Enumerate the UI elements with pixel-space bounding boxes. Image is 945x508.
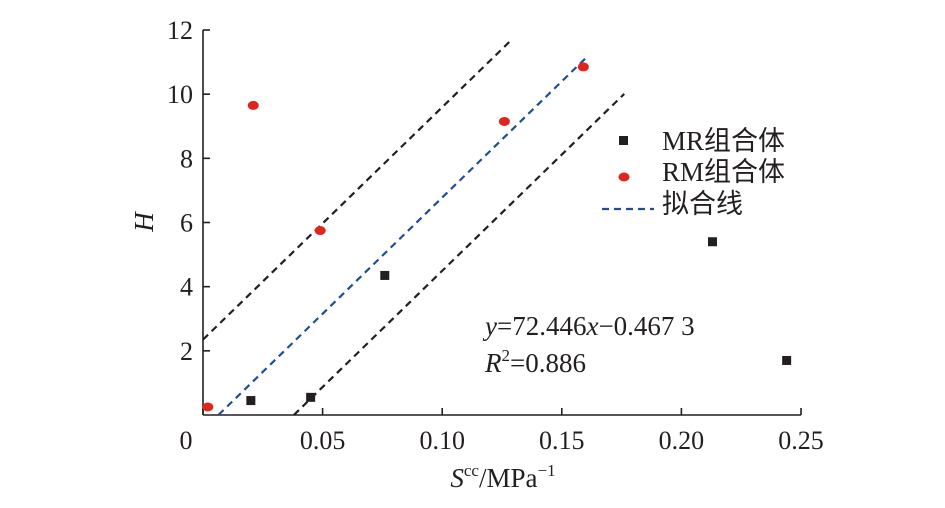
y-tick-label: 6 xyxy=(180,209,193,238)
legend-marker-rm xyxy=(618,172,630,182)
x-tick-label: 0.25 xyxy=(778,426,824,455)
mr-data-point xyxy=(380,270,390,280)
y-tick-label: 4 xyxy=(180,273,193,302)
lower-bound-line xyxy=(293,93,625,416)
x-axis-title-unit-sup: −1 xyxy=(538,461,556,480)
data-points xyxy=(202,62,792,412)
mr-data-point xyxy=(707,237,717,247)
rm-data-point xyxy=(247,100,259,110)
fit-line xyxy=(217,57,587,416)
fit-equation-mid: =72.446 xyxy=(497,311,586,341)
plot-area: 2 4 6 8 10 12 0 0.05 0.10 0.15 0.20 0.25 xyxy=(167,16,824,455)
y-axis-title: H xyxy=(129,211,159,233)
mr-data-point xyxy=(306,392,316,402)
fit-r-squared-value: =0.886 xyxy=(510,348,586,378)
rm-data-point xyxy=(498,116,510,126)
rm-data-point xyxy=(577,62,589,72)
fit-equation: y=72.446x−0.467 3 xyxy=(482,311,695,341)
y-tick-label: 10 xyxy=(167,80,193,109)
x-axis-title-sup: cc xyxy=(464,461,480,480)
fit-r-squared: R2=0.886 xyxy=(484,346,586,378)
y-tick-label: 2 xyxy=(180,337,193,366)
y-ticks: 2 4 6 8 10 12 xyxy=(167,16,210,366)
x-tick-label: 0.20 xyxy=(659,426,705,455)
x-tick-label: 0.15 xyxy=(539,426,585,455)
mr-data-point xyxy=(246,396,256,406)
y-tick-label: 12 xyxy=(167,16,193,45)
rm-data-point xyxy=(202,402,214,412)
x-ticks: 0 0.05 0.10 0.15 0.20 0.25 xyxy=(180,408,824,455)
y-tick-label: 8 xyxy=(180,144,193,173)
x-axis-title-unit: /MPa xyxy=(479,463,538,493)
legend-label-fit: 拟合线 xyxy=(662,189,743,219)
fit-r-squared-r: R xyxy=(484,348,502,378)
fit-annotation: y=72.446x−0.467 3 R2=0.886 xyxy=(482,311,695,378)
upper-bound-line xyxy=(202,37,514,341)
legend-label-mr: MR组合体 xyxy=(662,126,785,156)
fit-equation-x: x xyxy=(585,311,598,341)
x-axis-title: Scc/MPa−1 xyxy=(450,461,555,493)
x-axis-title-var: S xyxy=(450,463,464,493)
fit-equation-end: −0.467 3 xyxy=(598,311,694,341)
x-tick-label: 0.05 xyxy=(300,426,346,455)
fit-r-squared-sup: 2 xyxy=(502,346,511,365)
rm-data-point xyxy=(314,226,326,236)
mr-data-point xyxy=(782,355,792,365)
fit-equation-y: y xyxy=(482,311,497,341)
legend-label-rm: RM组合体 xyxy=(662,157,785,187)
legend: MR组合体 RM组合体 拟合线 xyxy=(602,126,785,219)
x-tick-label: 0.10 xyxy=(419,426,465,455)
reference-lines xyxy=(202,37,625,416)
x-tick-label: 0 xyxy=(180,426,193,455)
legend-marker-mr xyxy=(619,136,628,145)
